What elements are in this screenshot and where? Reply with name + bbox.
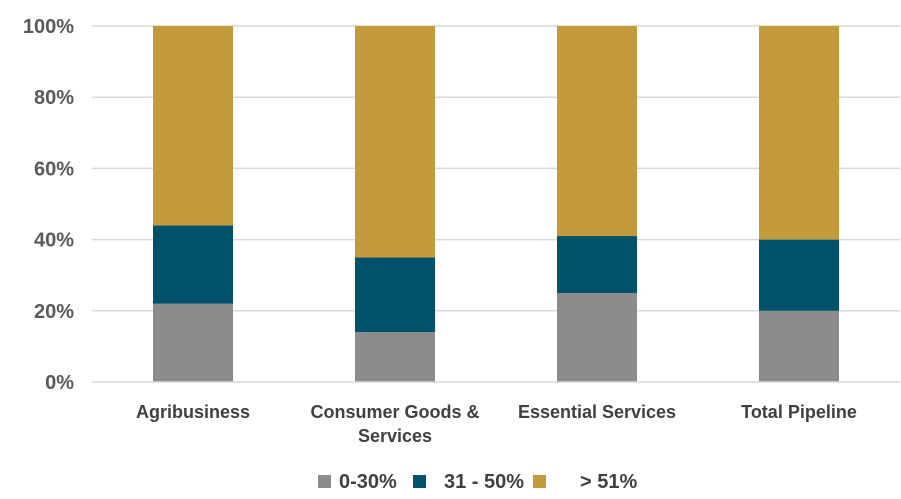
bar-segment (557, 293, 637, 382)
legend-label: 31 - 50% (444, 471, 524, 493)
y-tick-label: 40% (34, 230, 74, 252)
bar-segment (355, 26, 435, 258)
legend-swatch (318, 475, 331, 488)
bar-segment (759, 26, 839, 240)
x-category-label: Essential Services (518, 402, 676, 422)
x-category-label: Total Pipeline (741, 402, 857, 422)
bar-segment (759, 310, 839, 382)
y-tick-label: 0% (45, 372, 74, 394)
y-tick-label: 100% (23, 16, 74, 38)
bar-segment (557, 26, 637, 237)
x-axis-category-labels: Agribusiness Consumer Goods & Services Esse… (136, 402, 857, 446)
bar-segment (153, 26, 233, 226)
bar-segment (759, 239, 839, 311)
legend-swatch (533, 475, 546, 488)
bar-segment (153, 303, 233, 382)
x-category-label: Consumer Goods & Services (310, 402, 479, 446)
legend-swatch (413, 475, 426, 488)
y-axis-tick-labels: 0% 20% 40% 60% 80% 100% (23, 16, 74, 394)
legend[interactable]: 0-30% 31 - 50% > 51% (318, 471, 637, 493)
bar-segment (557, 236, 637, 293)
bar-segment (153, 225, 233, 304)
legend-label: 0-30% (339, 471, 397, 493)
legend-item[interactable]: 0-30% (318, 471, 397, 493)
legend-item[interactable]: > 51% (533, 471, 637, 493)
bar-segment (355, 257, 435, 333)
y-tick-label: 20% (34, 301, 74, 323)
legend-item[interactable]: 31 - 50% (413, 471, 524, 493)
bar-segment (355, 332, 435, 382)
bars (153, 26, 839, 382)
x-category-label: Agribusiness (136, 402, 250, 422)
legend-label: > 51% (580, 471, 637, 493)
y-tick-label: 80% (34, 87, 74, 109)
y-tick-label: 60% (34, 158, 74, 180)
